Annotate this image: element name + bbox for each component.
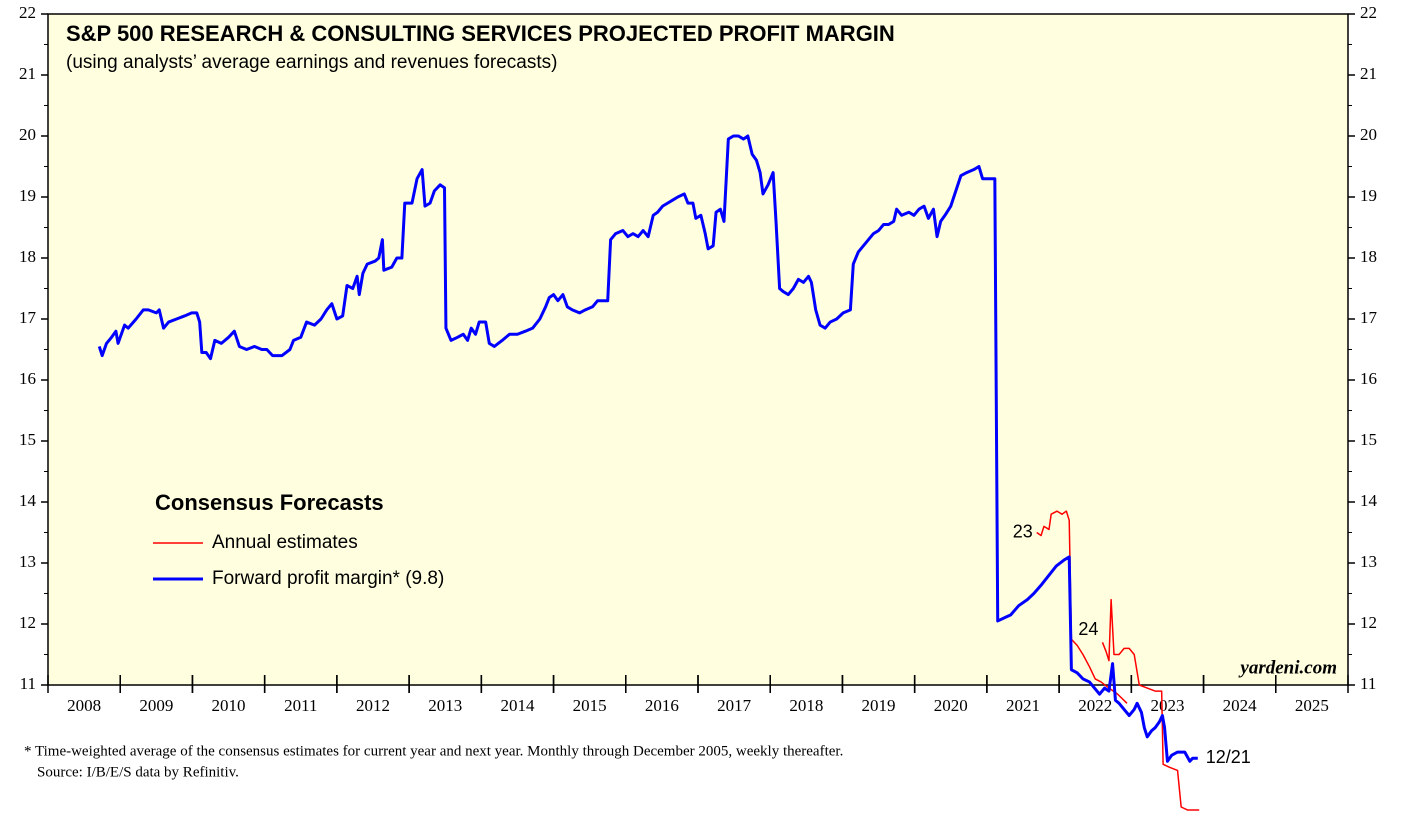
y2-tick-label: 16 [1360,369,1377,388]
y-tick-label: 18 [19,247,36,266]
y2-tick-label: 20 [1360,125,1377,144]
x-tick-label: 2024 [1223,696,1258,715]
x-tick-label: 2014 [500,696,535,715]
x-tick-label: 2020 [934,696,968,715]
series-label: 23 [1013,521,1033,541]
x-tick-label: 2012 [356,696,390,715]
y-tick-label: 21 [19,64,36,83]
y-tick-label: 13 [19,552,36,571]
x-tick-label: 2016 [645,696,679,715]
x-tick-label: 2009 [139,696,173,715]
footnote: * Time-weighted average of the consensus… [24,743,843,759]
y-tick-label: 14 [19,491,37,510]
footnote: Source: I/B/E/S data by Refinitiv. [37,764,239,780]
y2-tick-label: 13 [1360,552,1377,571]
y-tick-label: 12 [19,613,36,632]
y-tick-label: 16 [19,369,36,388]
x-tick-label: 2025 [1295,696,1329,715]
y2-tick-label: 17 [1360,308,1378,327]
y2-tick-label: 19 [1360,186,1377,205]
end-label: 12/21 [1206,747,1251,767]
x-tick-label: 2022 [1078,696,1112,715]
series-line [1101,598,1200,811]
y2-tick-label: 18 [1360,247,1377,266]
y2-tick-label: 11 [1360,674,1376,693]
legend-label: Forward profit margin* (9.8) [212,568,444,589]
x-tick-label: 2013 [428,696,462,715]
series-label: 24 [1078,619,1098,639]
y-tick-label: 20 [19,125,36,144]
y2-tick-label: 15 [1360,430,1377,449]
y-tick-label: 11 [20,674,36,693]
y-tick-label: 17 [19,308,37,327]
x-tick-label: 2011 [284,696,317,715]
x-tick-label: 2010 [212,696,246,715]
legend-label: Annual estimates [212,532,358,553]
series-line [97,134,1198,763]
y-tick-label: 15 [19,430,36,449]
x-tick-label: 2018 [789,696,823,715]
y2-tick-label: 21 [1360,64,1377,83]
x-tick-label: 2008 [67,696,101,715]
legend-title: Consensus Forecasts [155,490,384,515]
y-tick-label: 22 [19,3,36,22]
watermark: yardeni.com [1238,657,1337,678]
x-tick-label: 2023 [1150,696,1184,715]
x-tick-label: 2017 [717,696,752,715]
chart-subtitle: (using analysts’ average earnings and re… [66,52,557,73]
y2-tick-label: 14 [1360,491,1378,510]
y-tick-label: 19 [19,186,36,205]
y2-tick-label: 22 [1360,3,1377,22]
x-tick-label: 2021 [1006,696,1040,715]
y2-tick-label: 12 [1360,613,1377,632]
x-tick-label: 2019 [862,696,896,715]
chart-title: S&P 500 RESEARCH & CONSULTING SERVICES P… [66,21,895,46]
x-tick-label: 2015 [573,696,607,715]
